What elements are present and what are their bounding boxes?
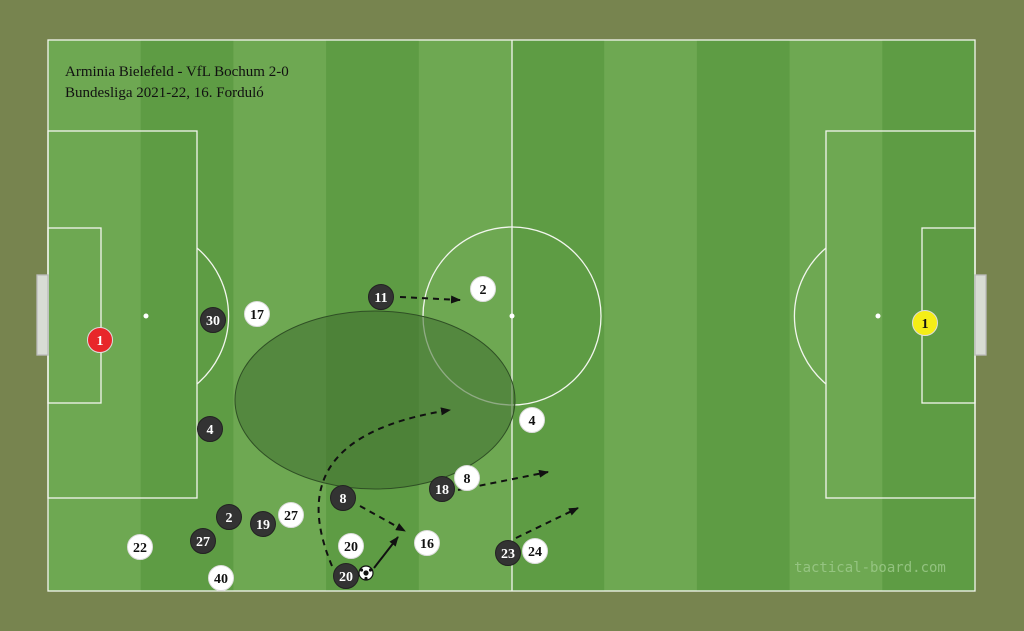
- player-token-dark-2[interactable]: 2: [216, 504, 242, 530]
- player-token-white-22[interactable]: 22: [127, 534, 153, 560]
- player-circle: [250, 511, 276, 537]
- player-token-white-20[interactable]: 20: [338, 533, 364, 559]
- player-circle: [429, 476, 455, 502]
- player-circle: [208, 565, 234, 591]
- player-token-dark-4[interactable]: 4: [197, 416, 223, 442]
- player-circle: [454, 465, 480, 491]
- player-token-dark-20[interactable]: 20: [333, 563, 359, 589]
- player-circle: [522, 538, 548, 564]
- pass-arrow: [373, 536, 399, 569]
- player-circle: [414, 530, 440, 556]
- run-arrow-8: [359, 505, 406, 532]
- player-circle: [470, 276, 496, 302]
- right-goal: [974, 274, 987, 356]
- player-circle: [244, 301, 270, 327]
- zone-ellipse: [234, 310, 516, 490]
- title-line-1: Arminia Bielefeld - VfL Bochum 2-0: [65, 64, 289, 80]
- pitch-stripe: [48, 40, 142, 591]
- player-token-dark-18[interactable]: 18: [429, 476, 455, 502]
- player-number: 27: [284, 509, 298, 524]
- player-circle: [338, 533, 364, 559]
- player-number: 11: [374, 291, 387, 306]
- player-number: 2: [480, 283, 487, 298]
- player-circle: [216, 504, 242, 530]
- left-goal: [36, 274, 49, 356]
- player-number: 40: [214, 572, 228, 587]
- player-circle: [912, 310, 938, 336]
- player-number: 2: [226, 511, 233, 526]
- player-token-dark-19[interactable]: 19: [250, 511, 276, 537]
- player-circle: [368, 284, 394, 310]
- player-circle: [278, 502, 304, 528]
- player-token-dark-23[interactable]: 23: [495, 540, 521, 566]
- player-token-white-27[interactable]: 27: [278, 502, 304, 528]
- player-circle: [519, 407, 545, 433]
- player-circle: [330, 485, 356, 511]
- run-arrow-20: [317, 407, 451, 567]
- player-circle: [495, 540, 521, 566]
- right-penalty-arc: [793, 247, 827, 385]
- player-number: 4: [529, 414, 536, 429]
- player-circle: [333, 563, 359, 589]
- player-token-white-4[interactable]: 4: [519, 407, 545, 433]
- player-circle: [197, 416, 223, 442]
- ball-icon[interactable]: [358, 565, 374, 581]
- player-token-white-16[interactable]: 16: [414, 530, 440, 556]
- player-token-dark-8[interactable]: 8: [330, 485, 356, 511]
- player-token-white-40[interactable]: 40: [208, 565, 234, 591]
- left-penalty-arc: [196, 247, 230, 385]
- player-token-goalkeeper_right-1[interactable]: 1: [912, 310, 938, 336]
- pitch-stripe: [418, 40, 512, 591]
- player-token-white-8[interactable]: 8: [454, 465, 480, 491]
- pitch-stripe: [789, 40, 883, 591]
- player-circle: [200, 307, 226, 333]
- player-number: 8: [464, 472, 471, 487]
- player-number: 24: [528, 545, 542, 560]
- player-token-white-24[interactable]: 24: [522, 538, 548, 564]
- player-number: 8: [340, 492, 347, 507]
- player-number: 1: [97, 334, 104, 349]
- pitch-stripe: [604, 40, 698, 591]
- player-number: 22: [133, 541, 147, 556]
- player-circle: [87, 327, 113, 353]
- player-token-dark-30[interactable]: 30: [200, 307, 226, 333]
- player-circle: [127, 534, 153, 560]
- player-number: 27: [196, 535, 210, 550]
- player-number: 18: [435, 483, 449, 498]
- watermark: tactical-board.com: [794, 560, 946, 576]
- right-penalty-spot: [875, 313, 881, 319]
- player-number: 1: [922, 317, 929, 332]
- pitch-stripe: [696, 40, 791, 591]
- title-line-2: Bundesliga 2021-22, 16. Forduló: [65, 85, 264, 101]
- pitch-stripe: [511, 40, 605, 591]
- left-penalty-spot: [143, 313, 149, 319]
- center-spot: [509, 313, 515, 319]
- player-token-dark-27[interactable]: 27: [190, 528, 216, 554]
- player-circle: [190, 528, 216, 554]
- player-number: 30: [206, 314, 220, 329]
- player-token-white-17[interactable]: 17: [244, 301, 270, 327]
- player-token-white-2[interactable]: 2: [470, 276, 496, 302]
- player-number: 23: [501, 547, 515, 562]
- player-token-goalkeeper_left-1[interactable]: 1: [87, 327, 113, 353]
- player-number: 4: [207, 423, 214, 438]
- pitch-stripes: [48, 40, 976, 591]
- player-number: 17: [250, 308, 264, 323]
- player-number: 20: [344, 540, 358, 555]
- player-number: 16: [420, 537, 434, 552]
- player-token-dark-11[interactable]: 11: [368, 284, 394, 310]
- run-arrow-23: [515, 507, 579, 539]
- player-number: 20: [339, 570, 353, 585]
- player-number: 19: [256, 518, 270, 533]
